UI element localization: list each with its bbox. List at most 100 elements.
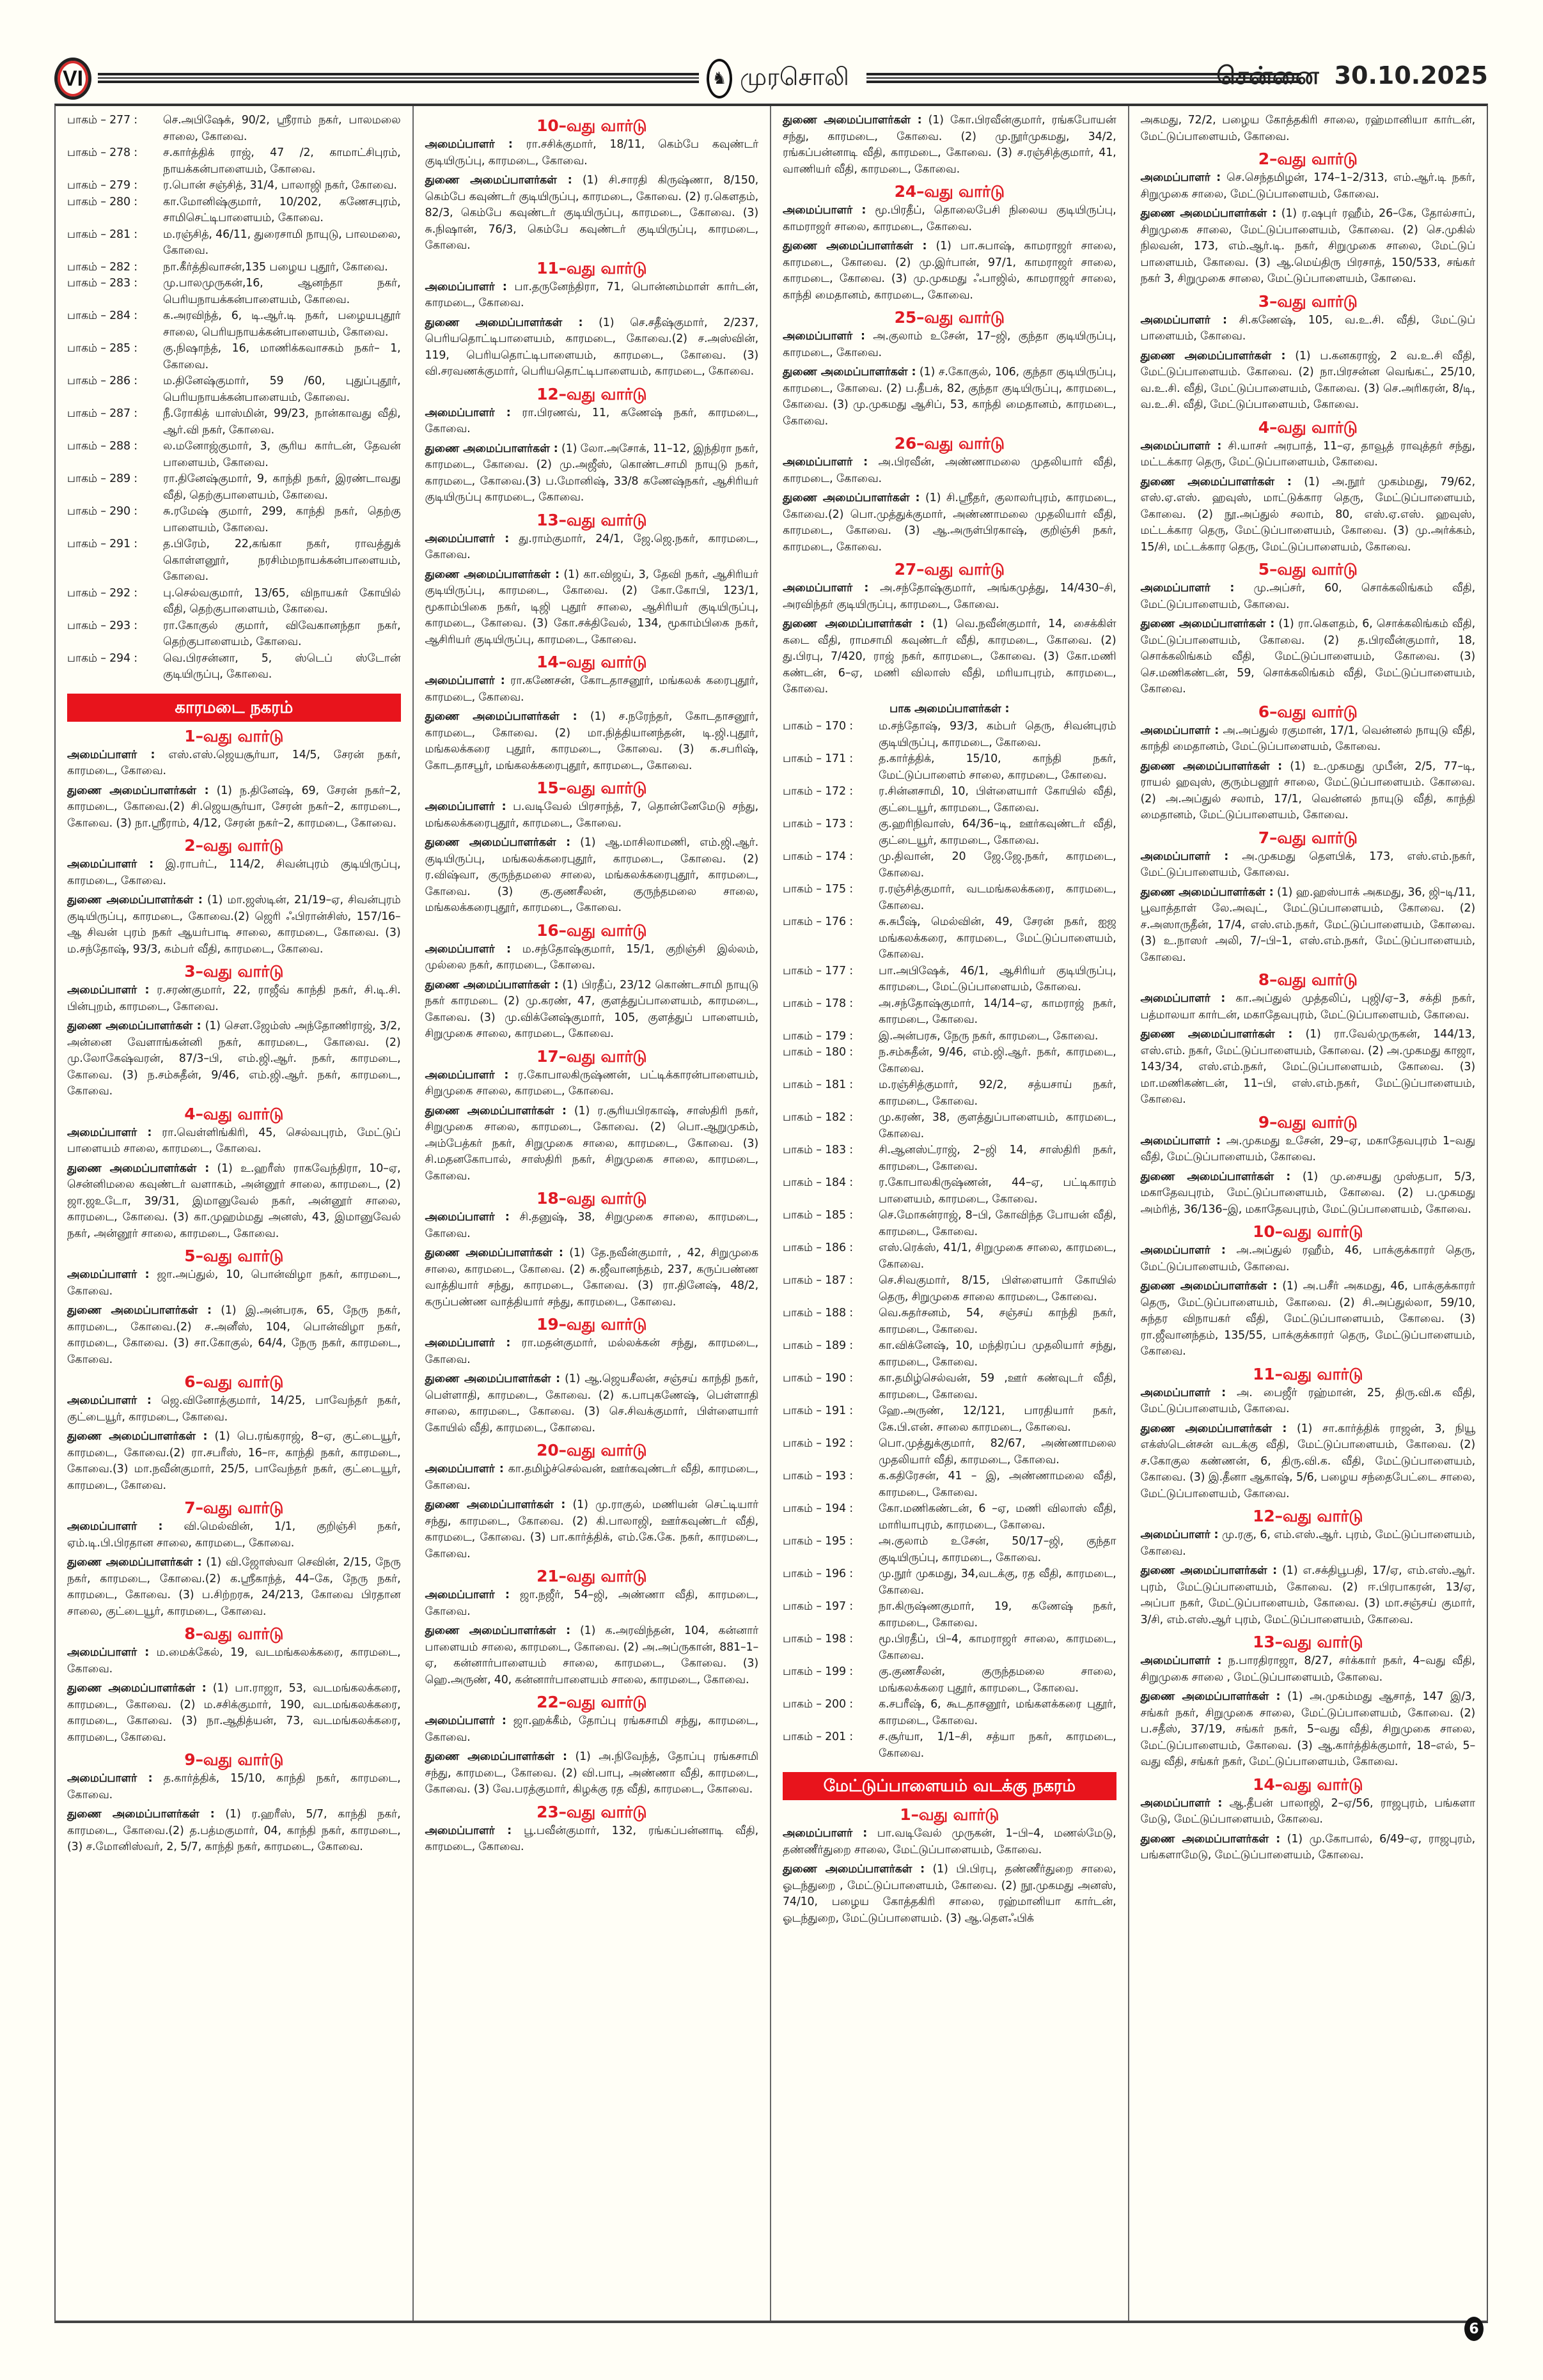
booth-number: பாகம் – 280 : (67, 195, 137, 208)
organiser-details: மு.அப்சர், 60, சொக்கலிங்கம் வீதி, மேட்டு… (1140, 582, 1476, 611)
organiser-details: (1) சி.ஸ்ரீதர், குலாலர்புரம், காரமடை, கோ… (783, 492, 1116, 554)
booth-number: பாகம் – 175 : (783, 883, 853, 896)
organiser-label: அமைப்பாளர் : (67, 1772, 153, 1785)
ward-heading: 8–வது வார்டு (184, 1624, 284, 1643)
organiser-label: அமைப்பாளர் : (1140, 582, 1235, 595)
booth-organiser: ம.தினேஷ்குமார், 59 /60, புதுப்புதூர், பெ… (163, 375, 401, 404)
deputy-organisers-label: துணை அமைப்பாளர்கள் : (425, 710, 577, 723)
booth-entry: பாகம் – 173 : கு.ஹரிநிவாஸ், 64/36–டி, ஊர்… (783, 816, 1116, 849)
organiser-details: சி.யாசர் அரபாத், 11–ஏ, தாவூத் ராவுத்தர் … (1140, 439, 1476, 469)
booth-entry: பாகம் – 201 : ச.சூர்யா, 1/1–சி, சத்யா நகர… (783, 1729, 1116, 1762)
ward-heading: 13–வது வார்டு (1253, 1633, 1363, 1651)
deputy-organisers-entry: துணை அமைப்பாளர்கள் : (1) செ.சதீஷ்குமார்,… (425, 315, 759, 380)
brand: ♞ முரசொலி (707, 56, 849, 101)
page-number: 6 (1464, 2317, 1484, 2341)
booth-number: பாகம் – 192 : (783, 1437, 853, 1450)
ward-heading: 16–வது வார்டு (537, 921, 647, 940)
booth-entry: பாகம் – 193 : க.கதிரேசன், 41 – இ, அண்ணாமல… (783, 1468, 1116, 1501)
deputy-organisers-entry: துணை அமைப்பாளர்கள் : (1) ர.சூரியபிரகாஷ்,… (425, 1103, 759, 1185)
booth-entry: பாகம் – 182 : மு.கரண், 38, குளத்துப்பாளைய… (783, 1110, 1116, 1142)
deputy-organisers-label: துணை அமைப்பாளர்கள் : (425, 836, 571, 849)
organiser-entry: அமைப்பாளர் : மு.அப்சர், 60, சொக்கலிங்கம்… (1141, 580, 1476, 613)
ward-heading: 7–வது வார்டு (184, 1498, 284, 1517)
organiser-details: அ.அப்துல் ரஹீம், 46, பாக்குக்காரர் தெரு,… (1140, 1244, 1476, 1273)
booth-organiser: ஹே.அருண், 12/121, பாரதியார் நகர், கே.பி.… (879, 1404, 1116, 1434)
organiser-details: (1) தே.நவீன்குமார், , 42, சிறுமுகை சாலை,… (425, 1247, 759, 1309)
booth-number: பாகம் – 195 : (783, 1535, 853, 1548)
organiser-entry: அமைப்பாளர் : ஆ.தீபன் பாலாஜி, 2–ஏ/56, ராஜ… (1141, 1796, 1476, 1828)
deputy-organisers-entry: துணை அமைப்பாளர்கள் : (1) சி.ஸ்ரீதர், குல… (783, 490, 1116, 556)
organiser-details: ஜா.நஜீர், 54–ஜி, அண்ணா வீதி, காரமடை, கோவ… (425, 1589, 759, 1618)
deputy-organisers-entry: துணை அமைப்பாளர்கள் : (1) ஆ.ஜெயசீலன், சஞ்… (425, 1371, 759, 1436)
booth-entry: பாகம் – 176 : சு.சுபீஷ், மெல்வின், 49, சே… (783, 914, 1116, 963)
deputy-organisers-entry: துணை அமைப்பாளர்கள் : (1) வெ.நவீன்குமார்,… (783, 616, 1116, 698)
organiser-details: (1) சௌ.ஜேம்ஸ் அந்தோணிராஜ், 3/2, அன்னை வே… (67, 1020, 401, 1098)
booth-entry: பாகம் – 192 : பொ.முத்துக்குமார், 82/67, அ… (783, 1436, 1116, 1468)
deputy-organisers-label: துணை அமைப்பாளர்கள் : (783, 618, 925, 630)
deputy-organisers-entry: துணை அமைப்பாளர்கள் : (1) லோ.அசோக், 11–12… (425, 441, 759, 506)
ward-heading: 17–வது வார்டு (537, 1046, 647, 1066)
deputy-organisers-label: துணை அமைப்பாளர்கள் : (67, 1162, 210, 1175)
booth-entry: பாகம் – 189 : கா.விக்னேஷ், 10, மந்திரப்ப … (783, 1338, 1116, 1371)
booth-number: பாகம் – 287 : (67, 407, 137, 420)
booth-organiser: வெ.பிரசன்னா, 5, ஸ்டெப் ஸ்டோன் குடியிருப்… (163, 651, 401, 681)
organiser-details: (1) ச.கோகுல், 106, குந்தா குடியிருப்பு, … (783, 366, 1116, 428)
organiser-label: அமைப்பாளர் : (783, 204, 866, 217)
booth-number: பாகம் – 178 : (783, 997, 853, 1010)
booth-entry: பாகம் – 191 : ஹே.அருண், 12/121, பாரதியார்… (783, 1403, 1116, 1436)
organiser-entry: அமைப்பாளர் : சி.யாசர் அரபாத், 11–ஏ, தாவூ… (1141, 439, 1476, 471)
deputy-organisers-label: துணை அமைப்பாளர்கள் : (1140, 1028, 1293, 1041)
organiser-entry: அமைப்பாளர் : ப.வடிவேல் பிரசாந்த், 7, தொன… (425, 799, 759, 832)
organiser-details: ரா.வெள்ளிங்கிரி, 45, செல்வபுரம், மேட்டுப… (67, 1126, 401, 1156)
booth-entry: பாகம் – 184 : ர.கோபாலகிருஷ்ணன், 44–ஏ, பட்… (783, 1175, 1116, 1208)
booth-entry: பாகம் – 294 : வெ.பிரசன்னா, 5, ஸ்டெப் ஸ்டோ… (67, 651, 401, 683)
booth-entry: பாகம் – 188 : வெ.சுதர்சனம், 54, சஞ்சய் கா… (783, 1305, 1116, 1338)
organiser-details: அ.குலாம் உசேன், 17–ஜி, குந்தா குடியிருப்… (783, 330, 1116, 359)
organiser-details: செ.செந்தமிழன், 174–1–2/313, எம்.ஆர்.டி ந… (1140, 171, 1476, 201)
deputy-organisers-label: துணை அமைப்பாளர்கள் : (1140, 1170, 1291, 1183)
organiser-label: அமைப்பாளர் : (425, 1824, 512, 1837)
organiser-label: அமைப்பாளர் : (783, 330, 865, 343)
booth-organiser: அ.சந்தோஷ்குமார், 14/14–ஏ, காமராஜ் நகர், … (879, 997, 1116, 1027)
booth-entry: பாகம் – 287 : நீ.ரோகித் யாஸ்மின், 99/23, … (67, 406, 401, 439)
organiser-details: (1) அ.நூர் முகம்மது, 79/62, எஸ்.ஏ.எஸ். ஹ… (1140, 475, 1476, 554)
organiser-entry: அமைப்பாளர் : அ.முகமது தௌபிக், 173, எஸ்.எ… (1141, 849, 1476, 882)
booth-organiser: மு.பாலமுருகன்,16, ஆனந்தா நகர், பெரியநாயக… (163, 277, 401, 306)
subsection-heading: பாக அமைப்பாளர்கள் : (889, 702, 1010, 715)
organiser-details: பா.வடிவேல் முருகன், 1–பி–4, மணல்மேடு, தண… (783, 1827, 1116, 1856)
organiser-label: அமைப்பாளர் : (1140, 724, 1219, 737)
organiser-label: அமைப்பாளர் : (425, 942, 512, 956)
organiser-label: அமைப்பாளர் : (425, 674, 505, 687)
booth-entry: பாகம் – 180 : ந.சம்சுதீன், 9/46, எம்.ஜி.ஆ… (783, 1045, 1116, 1077)
booth-number: பாகம் – 171 : (783, 752, 853, 765)
organiser-details: மூ.பிரதீப், தொலைபேசி நிலைய குடியிருப்பு,… (783, 204, 1116, 233)
booth-number: பாகம் – 188 : (783, 1307, 853, 1319)
organiser-entry: அமைப்பாளர் : அ.அப்துல் ரஹீம், 46, பாக்கு… (1141, 1243, 1476, 1275)
booth-entry: பாகம் – 186 : எஸ்.ரெக்ஸ், 41/1, சிறுமுகை … (783, 1240, 1116, 1273)
booth-organiser: மூ.பிரதீப், பி–4, காமராஜர் சாலை, காரமடை,… (879, 1633, 1116, 1662)
organiser-entry: அமைப்பாளர் : வி.மெல்வின், 1/1, குறிஞ்சி … (67, 1519, 401, 1552)
ward-heading: 19–வது வார்டு (537, 1315, 647, 1334)
organiser-details: (1) அ.முகம்மது ஆசாத், 147 இ/3, சங்கர் நக… (1140, 1690, 1476, 1768)
organiser-details: அ. பைஜீர் ரஹ்மான், 25, திரு.வி.க வீதி, ம… (1140, 1386, 1476, 1416)
organiser-details: சி.தனுஷ், 38, சிறுமுகை சாலை, காரமடை, கோவ… (425, 1211, 759, 1240)
ward-heading: 15–வது வார்டு (537, 779, 647, 797)
deputy-organisers-label: துணை அமைப்பாளர்கள் : (425, 1104, 567, 1117)
organiser-label: அமைப்பாளர் : (425, 1715, 506, 1727)
organiser-label: அமைப்பாளர் : (67, 1520, 163, 1533)
booth-entry: பாகம் – 284 : க.அரவிந்த், 6, டி.ஆர்.டி நக… (67, 308, 401, 341)
organiser-details: ந.பாரதிராஜா, 8/27, சர்க்கார் நகர், 4–வது… (1140, 1654, 1476, 1684)
organiser-details: (1) ந.தினேஷ், 69, சேரன் நகர்–2, காரமடை, … (67, 784, 401, 830)
deputy-organisers-entry: துணை அமைப்பாளர்கள் : (1) மு.கோபால், 6/49… (1141, 1832, 1476, 1864)
organiser-details: து.ராம்குமார், 24/1, ஜே.ஜெ.நகர், காரமடை,… (425, 532, 759, 562)
ward-heading: 7–வது வார்டு (1258, 828, 1358, 847)
booth-number: பாகம் – 285 : (67, 342, 137, 355)
organiser-details: கா.தமிழ்ச்செல்வன், ஊர்கவுண்டர் வீதி, கார… (425, 1463, 759, 1492)
ward-heading: 24–வது வார்டு (894, 182, 1005, 201)
organiser-label: அமைப்பாளர் : (67, 858, 153, 871)
organiser-details: (1) கா.விஜய், 3, தேவி நகர், ஆசிரியர் குட… (425, 568, 759, 646)
booth-organiser: ம.ரஞ்சித், 46/11, துரைசாமி நாயுடு, பாலமல… (163, 228, 401, 258)
organiser-entry: அமைப்பாளர் : சி.தனுஷ், 38, சிறுமுகை சாலை… (425, 1209, 759, 1242)
deputy-organisers-entry: துணை அமைப்பாளர்கள் : (1) பெ.ரங்கராஜ், 8–… (67, 1429, 401, 1494)
deputy-organisers-label: துணை அமைப்பாளர்கள் : (67, 1808, 215, 1821)
